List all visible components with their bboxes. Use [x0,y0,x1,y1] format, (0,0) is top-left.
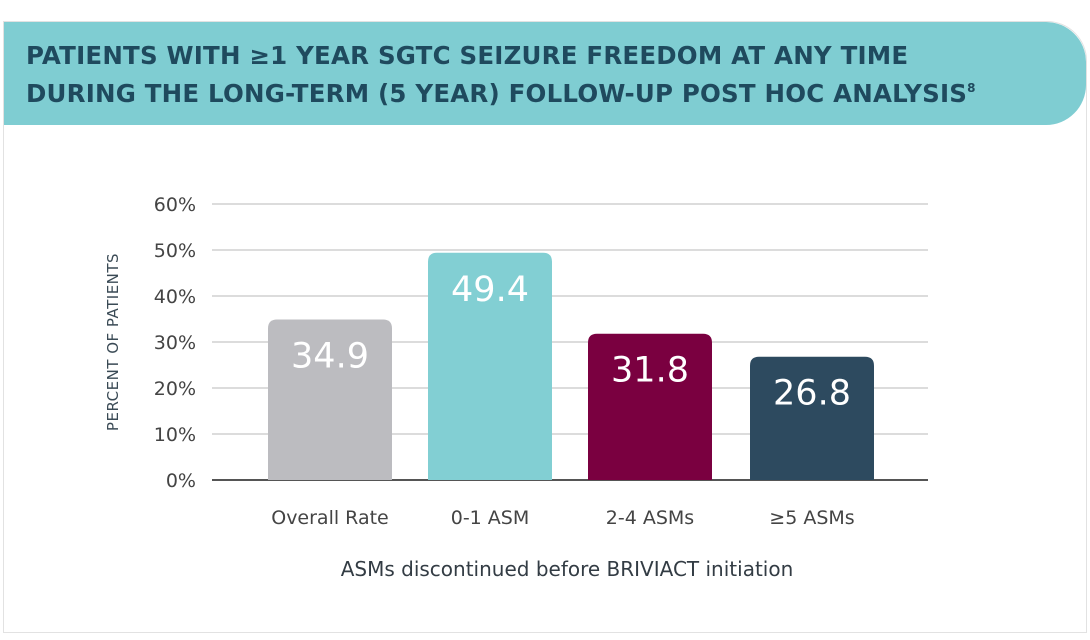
data-label-3: 31.8 [611,351,689,391]
chart-title: PATIENTS WITH ≥1 YEAR SGTC SEIZURE FREED… [26,40,976,110]
y-tick-label-60: 60% [154,194,196,216]
chart-header: PATIENTS WITH ≥1 YEAR SGTC SEIZURE FREED… [4,22,1086,125]
x-tick-label-2: 0-1 ASM [451,507,530,529]
x-axis-title: ASMs discontinued before BRIVIACT initia… [341,557,794,581]
y-tick-label-50: 50% [154,240,196,262]
x-tick-label-4: ≥5 ASMs [769,507,854,529]
bars [268,252,874,480]
data-label-1: 34.9 [291,336,369,376]
y-tick-label-10: 10% [154,424,196,446]
y-tick-label-20: 20% [154,378,196,400]
chart-title-line-1: PATIENTS WITH ≥1 YEAR SGTC SEIZURE FREED… [26,41,909,70]
footnote-reference: 8 [967,81,976,95]
x-tick-label-3: 2-4 ASMs [606,507,694,529]
labels: 0% 10% 20% 30% 40% 50% 60% 34.9 Overall Rate 49.4… [154,194,855,529]
data-label-2: 49.4 [451,270,529,310]
y-axis-title: PERCENT OF PATIENTS [104,253,122,431]
y-tick-label-0: 0% [166,470,196,492]
bar-1 [268,319,392,480]
bar-2 [428,252,552,480]
chart-card: PATIENTS WITH ≥1 YEAR SGTC SEIZURE FREED… [3,21,1087,633]
bar-4 [750,356,874,480]
y-tick-label-40: 40% [154,286,196,308]
chart-title-line-2: DURING THE LONG-TERM (5 YEAR) FOLLOW-UP … [26,72,976,110]
bar-3 [588,333,712,480]
data-label-4: 26.8 [773,374,851,414]
x-tick-label-1: Overall Rate [271,507,389,529]
y-tick-label-30: 30% [154,332,196,354]
chart-title-line-2-text: DURING THE LONG-TERM (5 YEAR) FOLLOW-UP … [26,79,968,108]
